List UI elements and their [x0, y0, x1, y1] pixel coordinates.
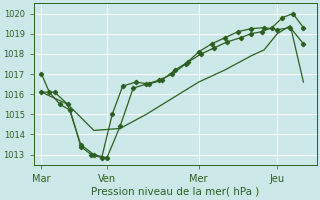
X-axis label: Pression niveau de la mer( hPa ): Pression niveau de la mer( hPa ) [91, 187, 259, 197]
